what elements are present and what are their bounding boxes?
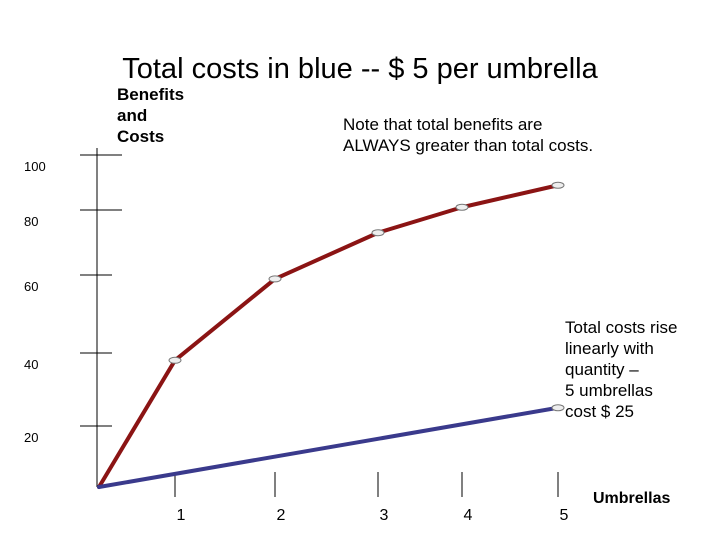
y-axis-label-line: Costs bbox=[117, 127, 165, 146]
y-tick-label: 60 bbox=[24, 279, 38, 294]
data-point-benefits bbox=[551, 181, 565, 189]
note-line: 5 umbrellas bbox=[565, 381, 653, 400]
note-line: ALWAYS greater than total costs. bbox=[343, 136, 594, 155]
x-tick-label: 2 bbox=[277, 507, 286, 524]
x-ticks: 1 2 3 4 5 bbox=[174, 472, 569, 524]
note-line: cost $ 25 bbox=[565, 402, 634, 421]
data-point-benefits bbox=[371, 229, 385, 237]
note-benefits-vs-costs: Note that total benefits are ALWAYS grea… bbox=[343, 114, 593, 156]
x-tick-label: 1 bbox=[177, 507, 186, 524]
y-axis-label: Benefits and Costs bbox=[117, 84, 184, 147]
series-layer bbox=[97, 181, 565, 489]
y-tick-label: 80 bbox=[24, 214, 38, 229]
series-line-benefits bbox=[97, 183, 560, 489]
data-point-benefits bbox=[268, 275, 282, 283]
y-tick-label: 40 bbox=[24, 357, 38, 372]
y-tick-label: 20 bbox=[24, 430, 38, 445]
note-line: Total costs rise bbox=[565, 318, 678, 337]
y-axis-label-line: Benefits bbox=[117, 85, 185, 104]
x-tick-label: 3 bbox=[380, 507, 389, 524]
x-axis-label: Umbrellas bbox=[593, 490, 671, 507]
series-line-costs bbox=[97, 405, 560, 489]
data-point-benefits bbox=[455, 203, 469, 211]
note-costs-linear: Total costs rise linearly with quantity … bbox=[565, 317, 677, 422]
data-point-costs bbox=[551, 404, 565, 412]
x-tick-label: 5 bbox=[560, 507, 569, 524]
note-line: linearly with bbox=[565, 339, 654, 358]
chart-title: Total costs in blue -- $ 5 per umbrella bbox=[122, 53, 598, 85]
note-line: Note that total benefits are bbox=[343, 115, 543, 134]
y-ticks: 20 40 60 80 100 bbox=[24, 154, 122, 445]
data-point-benefits bbox=[168, 356, 182, 364]
y-tick-label: 100 bbox=[24, 159, 46, 174]
x-tick-label: 4 bbox=[464, 507, 473, 524]
note-line: quantity – bbox=[565, 360, 639, 379]
y-axis-label-line: and bbox=[117, 106, 148, 125]
